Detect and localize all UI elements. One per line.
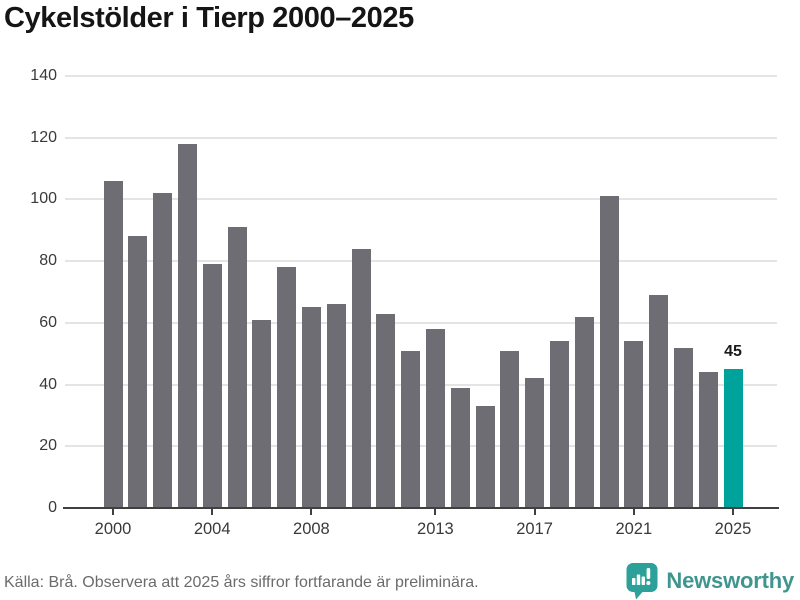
bar-2007 <box>277 267 297 508</box>
bar-2001 <box>128 236 148 508</box>
bar-2004 <box>202 264 222 508</box>
bar-2016 <box>500 350 520 508</box>
bar-value-label: 45 <box>724 343 742 361</box>
bar-2005 <box>227 227 247 508</box>
y-axis-label: 20 <box>39 437 57 455</box>
bar-2012 <box>401 350 421 508</box>
bar-2023 <box>673 347 693 508</box>
newsworthy-logo: Newsworthy <box>626 561 794 600</box>
x-axis-label: 2004 <box>193 520 231 538</box>
y-axis-label: 140 <box>30 67 57 84</box>
chart-title: Cykelstölder i Tierp 2000–2025 <box>4 2 414 34</box>
source-note: Källa: Brå. Observera att 2025 års siffr… <box>4 574 479 591</box>
x-axis-label: 2021 <box>615 520 653 538</box>
bar-2024 <box>698 372 718 508</box>
bar-2020 <box>599 196 619 508</box>
bar-2009 <box>326 304 346 508</box>
bar-2006 <box>252 319 272 508</box>
y-axis-label: 100 <box>30 190 57 208</box>
bar-2014 <box>450 387 470 508</box>
bar-2018 <box>549 341 569 508</box>
bar-2003 <box>177 143 197 508</box>
gridline <box>65 136 777 139</box>
newsworthy-logo-icon <box>626 563 658 600</box>
bar-2022 <box>649 295 669 508</box>
x-axis-label: 2000 <box>94 520 132 538</box>
bar-2008 <box>301 307 321 508</box>
gridline <box>65 383 777 386</box>
bar-2015 <box>475 406 495 508</box>
bar-2021 <box>624 341 644 508</box>
newsworthy-logo-text: Newsworthy <box>666 568 794 593</box>
gridline <box>65 445 777 448</box>
gridline <box>65 260 777 263</box>
x-axis-tick <box>732 509 734 515</box>
bar-2013 <box>425 329 445 508</box>
gridline <box>65 198 777 201</box>
x-axis-tick <box>112 509 114 515</box>
x-axis-label: 2013 <box>417 520 454 538</box>
y-axis-label: 0 <box>48 499 57 516</box>
bar-2017 <box>525 378 545 508</box>
x-axis-label: 2025 <box>714 520 752 538</box>
bar-chart: 0 20 40 60 80 100 120 140 45 2000 2004 2008 2013 2017… <box>30 67 779 538</box>
x-axis-tick <box>211 509 214 515</box>
y-axis-label: 80 <box>39 252 57 270</box>
bar-2010 <box>351 248 371 508</box>
y-axis-label: 40 <box>39 375 57 393</box>
gridline <box>65 75 777 77</box>
x-axis-label: 2008 <box>293 520 330 538</box>
bar-2019 <box>574 316 594 508</box>
x-axis-label: 2017 <box>516 520 553 538</box>
x-axis-tick <box>434 509 437 515</box>
bar-2002 <box>153 193 173 508</box>
bar-2025 <box>723 369 743 508</box>
gridline <box>65 321 777 324</box>
x-axis-line <box>63 507 779 509</box>
y-axis-label: 120 <box>30 128 57 146</box>
x-axis-tick <box>533 509 536 515</box>
bar-2000 <box>103 180 123 508</box>
y-axis-label: 60 <box>39 313 57 331</box>
bar-2011 <box>376 313 396 508</box>
x-axis-tick <box>310 509 313 515</box>
x-axis-tick <box>632 509 635 515</box>
